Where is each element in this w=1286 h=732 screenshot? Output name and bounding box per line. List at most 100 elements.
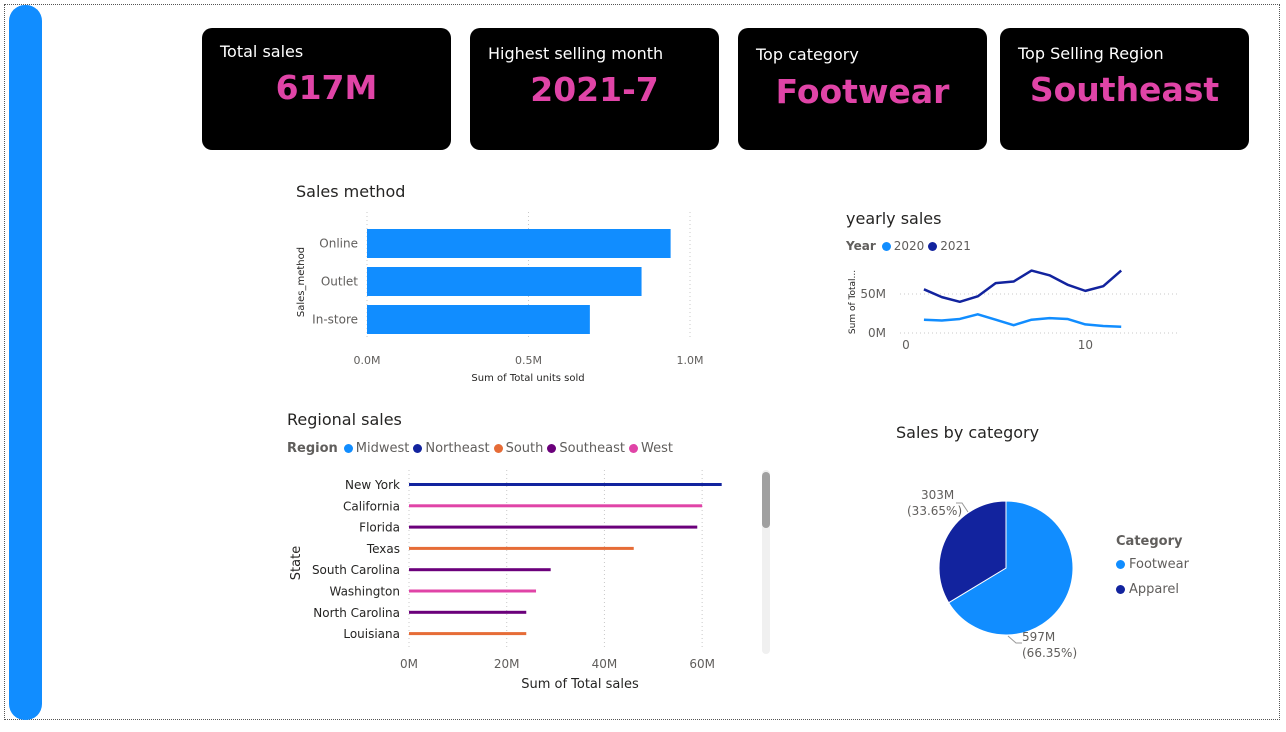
legend-label: Southeast bbox=[559, 441, 625, 456]
kpi-value: 617M bbox=[275, 68, 378, 107]
tick-label: 0M bbox=[868, 326, 886, 340]
category-label: In-store bbox=[312, 313, 358, 327]
tick-label: 60M bbox=[689, 657, 715, 671]
kpi-value: Footwear bbox=[775, 72, 950, 111]
category-label: New York bbox=[345, 478, 400, 492]
legend-label: Midwest bbox=[355, 441, 410, 456]
bar bbox=[409, 546, 634, 550]
sales-by-category-title: Sales by category bbox=[896, 423, 1040, 442]
legend-label: Footwear bbox=[1129, 557, 1189, 572]
category-label: Online bbox=[319, 237, 358, 251]
legend-item[interactable]: Southeast bbox=[547, 441, 625, 456]
legend-dot-icon bbox=[928, 241, 938, 251]
tick-label: 0 bbox=[902, 338, 910, 352]
legend-dot-icon bbox=[628, 444, 638, 453]
kpi-label: Highest selling month bbox=[488, 44, 664, 63]
legend-item[interactable]: Apparel bbox=[1116, 582, 1189, 597]
kpi-highest-selling-month[interactable]: Highest selling month 2021-7 bbox=[470, 28, 719, 150]
legend-dot-icon bbox=[1116, 560, 1125, 569]
sidebar-bar bbox=[9, 5, 42, 720]
bar bbox=[409, 610, 527, 614]
kpi-top-category[interactable]: Top category Footwear bbox=[738, 28, 987, 150]
legend-item[interactable]: Northeast bbox=[413, 441, 490, 456]
tick-label: 10 bbox=[1078, 338, 1093, 352]
pie-slice-Apparel bbox=[938, 500, 1007, 604]
legend-dot-icon bbox=[881, 241, 891, 251]
bar bbox=[367, 305, 590, 334]
category-label: California bbox=[343, 499, 400, 513]
y-axis-title: State bbox=[289, 546, 304, 580]
bar bbox=[409, 504, 703, 508]
regional-scrollbar-track[interactable] bbox=[762, 470, 770, 654]
regional-sales-legend: Region Midwest Northeast South Southeast… bbox=[287, 441, 677, 456]
data-label: 303M bbox=[921, 488, 954, 502]
bar bbox=[409, 483, 722, 486]
yearly-sales-legend: Year 2020 2021 bbox=[846, 239, 975, 253]
kpi-value: 2021-7 bbox=[530, 70, 659, 109]
leader-line bbox=[956, 502, 969, 513]
kpi-top-selling-region[interactable]: Top Selling Region Southeast bbox=[1000, 28, 1249, 150]
legend-item[interactable]: Footwear bbox=[1116, 557, 1189, 572]
category-label: Louisiana bbox=[343, 627, 400, 641]
x-axis-title: Sum of Total sales bbox=[521, 677, 639, 692]
regional-scrollbar-thumb[interactable] bbox=[762, 472, 770, 528]
legend-item[interactable]: South bbox=[493, 441, 544, 456]
bar bbox=[367, 267, 642, 296]
legend-item[interactable]: 2021 bbox=[928, 239, 971, 253]
y-axis-title: Sum of Total... bbox=[848, 270, 858, 334]
legend-dot-icon bbox=[547, 444, 557, 453]
legend-label: 2021 bbox=[940, 239, 971, 253]
category-legend: Category Footwear Apparel bbox=[1116, 534, 1189, 607]
series-line-2020 bbox=[923, 313, 1122, 329]
category-label: South Carolina bbox=[312, 563, 400, 577]
data-label: (33.65%) bbox=[907, 504, 962, 518]
legend-label: Apparel bbox=[1129, 582, 1180, 597]
legend-dot-icon bbox=[413, 444, 423, 453]
tick-label: 1.0M bbox=[677, 354, 704, 367]
legend-item[interactable]: 2020 bbox=[881, 239, 925, 253]
legend-dot-icon bbox=[1116, 585, 1125, 594]
legend-label: South bbox=[505, 441, 544, 456]
y-axis-title: Sales_method bbox=[296, 247, 307, 317]
bar bbox=[409, 589, 537, 593]
data-label: (66.35%) bbox=[1022, 646, 1077, 660]
tick-label: 40M bbox=[592, 657, 618, 671]
legend-item[interactable]: Midwest bbox=[343, 441, 410, 456]
legend-label: West bbox=[640, 441, 673, 456]
tick-label: 0.0M bbox=[354, 354, 381, 367]
bar bbox=[409, 632, 527, 636]
regional-sales-title: Regional sales bbox=[287, 410, 402, 429]
tick-label: 0.5M bbox=[515, 354, 542, 367]
legend-title: Category bbox=[1116, 534, 1183, 549]
kpi-total-sales[interactable]: Total sales 617M bbox=[202, 28, 451, 150]
pie-slice-Footwear bbox=[948, 500, 1074, 636]
legend-title: Year bbox=[846, 239, 876, 253]
leader-line bbox=[1007, 635, 1022, 644]
bar bbox=[367, 229, 671, 258]
tick-label: 20M bbox=[494, 657, 520, 671]
x-axis-title: Sum of Total units sold bbox=[471, 373, 584, 384]
series-line-2021 bbox=[923, 269, 1123, 304]
category-label: Texas bbox=[366, 542, 400, 556]
kpi-label: Total sales bbox=[220, 42, 304, 61]
legend-label: 2020 bbox=[893, 239, 925, 253]
legend-dot-icon bbox=[343, 444, 353, 453]
legend-title: Region bbox=[287, 441, 338, 456]
report-canvas bbox=[4, 4, 1280, 720]
legend-dot-icon bbox=[493, 444, 503, 453]
legend-item[interactable]: West bbox=[628, 441, 673, 456]
kpi-label: Top category bbox=[756, 45, 859, 64]
tick-label: 0M bbox=[400, 657, 418, 671]
category-label: Washington bbox=[329, 585, 400, 599]
category-label: Florida bbox=[359, 521, 400, 535]
tick-label: 50M bbox=[860, 287, 886, 301]
bar bbox=[409, 568, 551, 572]
kpi-label: Top Selling Region bbox=[1018, 44, 1164, 63]
sales-method-title: Sales method bbox=[296, 182, 406, 201]
category-label: Outlet bbox=[321, 275, 358, 289]
legend-label: Northeast bbox=[425, 441, 490, 456]
bar bbox=[409, 525, 698, 529]
category-label: North Carolina bbox=[313, 606, 400, 620]
kpi-value: Southeast bbox=[1029, 70, 1220, 109]
